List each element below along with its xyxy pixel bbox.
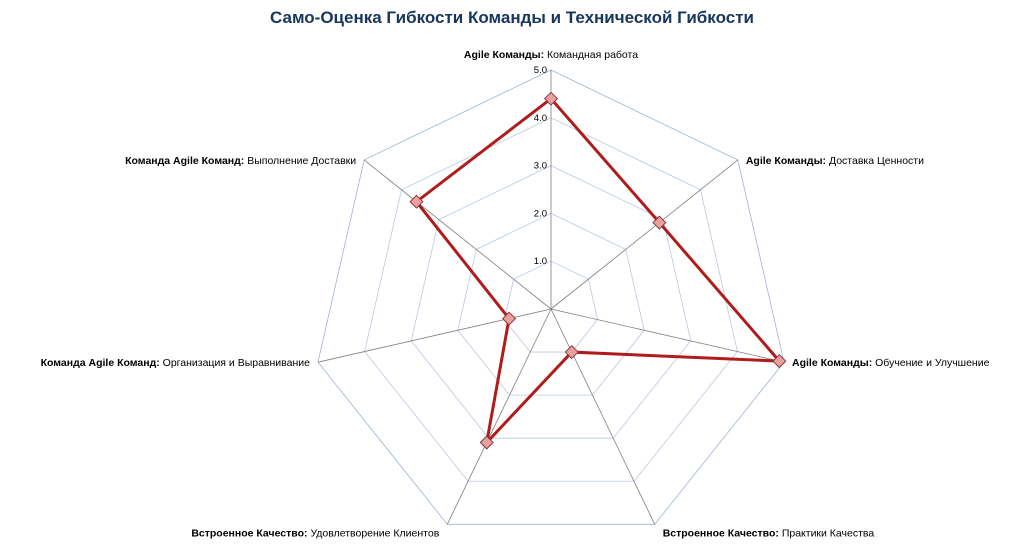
axis-label-group: Agile Команды:	[746, 155, 826, 167]
data-point-1	[543, 91, 559, 106]
axis-label-1: Agile Команды: Командная работа	[464, 49, 638, 61]
axis-label-5: Встроенное Качество: Удовлетворение Клие…	[191, 527, 439, 539]
grid-ring-2	[457, 212, 645, 396]
axis-spoke-3	[550, 308, 785, 363]
axis-label-4: Встроенное Качество: Практики Качества	[663, 527, 875, 539]
chart-title: Само-Оценка Гибкости Команды и Техническ…	[270, 8, 754, 27]
axis-spoke-7	[363, 159, 552, 310]
data-point-6	[501, 311, 517, 326]
data-point-7	[409, 194, 424, 209]
axis-label-group: Встроенное Качество:	[191, 527, 307, 539]
axis-spoke-6	[317, 308, 552, 363]
data-point-3	[772, 354, 787, 369]
tick-label: 1.0	[534, 256, 547, 267]
axis-label-2: Agile Команды: Доставка Ценности	[746, 155, 924, 167]
axis-spoke-4	[550, 308, 656, 525]
axis-label-metric: Организация и Выравнивание	[160, 357, 310, 369]
axis-label-metric: Практики Качества	[779, 527, 874, 539]
grid-ring-4	[364, 117, 738, 482]
grid-ring-5	[317, 69, 785, 525]
tick-label: 2.0	[534, 208, 547, 219]
tick-label: 5.0	[534, 65, 547, 76]
axis-label-group: Команда Agile Команд:	[41, 357, 160, 369]
axis-label-7: Команда Agile Команд: Выполнение Доставк…	[125, 155, 356, 167]
tick-label: 3.0	[534, 161, 547, 172]
tick-label: 4.0	[534, 113, 547, 124]
data-point-4	[564, 344, 579, 360]
axis-label-metric: Доставка Ценности	[826, 155, 924, 167]
axis-spoke-2	[550, 159, 739, 310]
grid-ring-1	[503, 260, 599, 353]
grid-ring-3	[410, 165, 692, 439]
axis-label-metric: Выполнение Доставки	[244, 155, 356, 167]
axis-label-group: Agile Команды:	[464, 49, 544, 61]
axis-label-metric: Обучение и Улучшение	[872, 357, 989, 369]
series-line	[414, 96, 783, 448]
data-point-2	[652, 215, 667, 230]
axis-label-metric: Удовлетворение Клиентов	[308, 527, 440, 539]
axis-spoke-5	[446, 308, 552, 525]
axis-label-3: Agile Команды: Обучение и Улучшение	[792, 357, 990, 369]
data-point-5	[479, 435, 494, 450]
axis-label-6: Команда Agile Команд: Организация и Выра…	[41, 357, 311, 369]
axis-label-group: Agile Команды:	[792, 357, 872, 369]
axis-label-group: Команда Agile Команд:	[125, 155, 244, 167]
axis-label-group: Встроенное Качество:	[663, 527, 779, 539]
axis-label-metric: Командная работа	[544, 49, 638, 61]
